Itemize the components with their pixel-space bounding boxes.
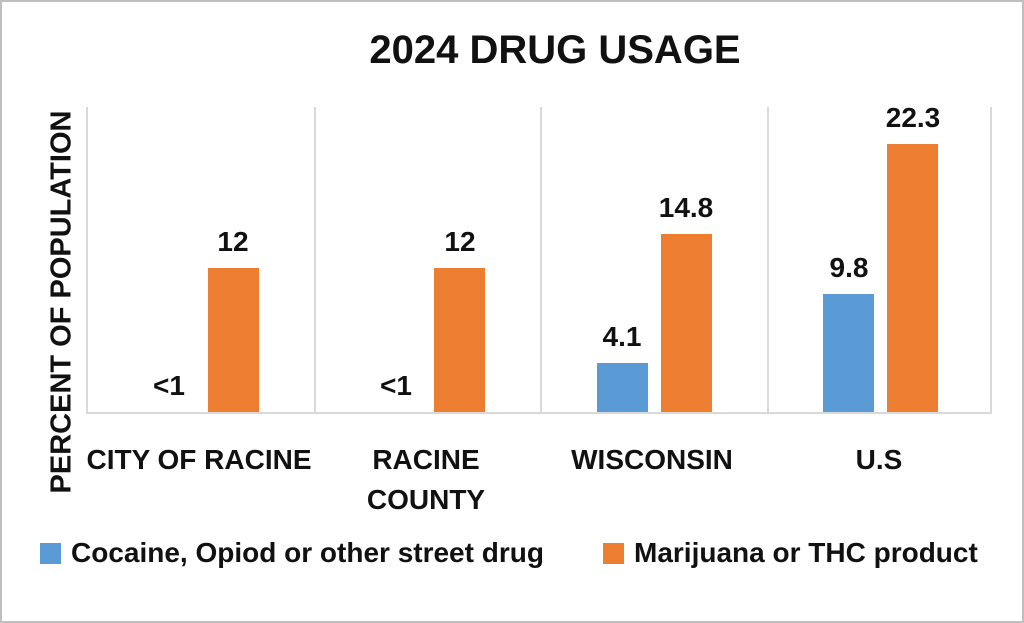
bar-label-orange-wisconsin: 14.8 <box>658 192 714 223</box>
category-label: U.S <box>855 444 903 475</box>
plot-area: <1 12 <1 12 4.1 14.8 9.8 22.3 <box>86 102 992 414</box>
category-label: RACINE COUNTY <box>366 444 486 515</box>
bar-blue-wisconsin <box>597 363 648 412</box>
bar-orange-city-of-racine <box>208 268 259 412</box>
category-label: WISCONSIN <box>571 444 733 475</box>
chart-title: 2024 DRUG USAGE <box>369 28 741 72</box>
bar-blue-u-s <box>823 294 874 412</box>
bar-label-orange-city-of-racine: 12 <box>217 226 249 257</box>
legend-label: Cocaine, Opiod or other street drug <box>71 537 544 568</box>
bar-orange-u-s <box>887 144 938 412</box>
gridline <box>767 107 769 412</box>
bar-label-blue-u-s: 9.8 <box>829 252 869 283</box>
bar-label-blue-city-of-racine: <1 <box>153 370 185 401</box>
bar-label-orange-racine-county: 12 <box>444 226 476 257</box>
legend-swatch-icon <box>603 542 624 564</box>
bar-orange-racine-county <box>434 268 485 412</box>
legend-item-blue-series: Cocaine, Opiod or other street drug <box>40 535 544 571</box>
legend-swatch-icon <box>40 542 61 564</box>
bar-label-blue-wisconsin: 4.1 <box>602 321 642 352</box>
gridline <box>314 107 316 412</box>
gridline <box>540 107 542 412</box>
bar-orange-wisconsin <box>661 234 712 412</box>
y-axis-title: PERCENT OF POPULATION <box>45 110 78 494</box>
bar-label-orange-u-s: 22.3 <box>885 102 941 133</box>
legend-label: Marijuana or THC product <box>634 537 978 568</box>
legend-item-orange-series: Marijuana or THC product <box>603 535 978 571</box>
bar-label-blue-racine-county: <1 <box>380 370 412 401</box>
category-label: CITY OF RACINE <box>86 444 312 475</box>
